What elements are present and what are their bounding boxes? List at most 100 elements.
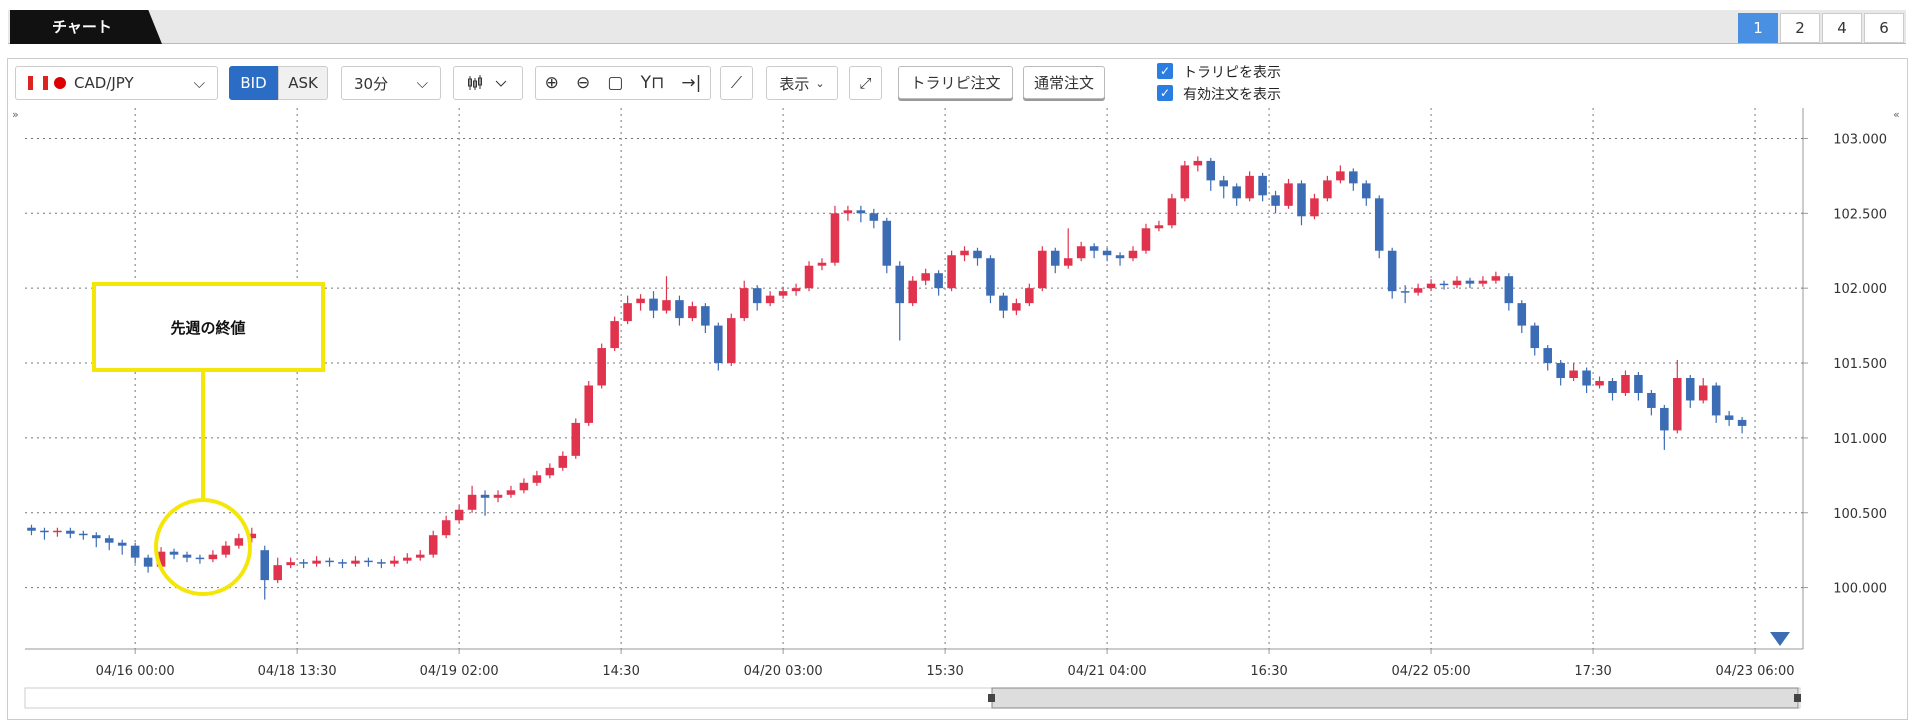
candle-body	[79, 533, 88, 536]
indicator-button[interactable]: ⟋	[720, 66, 753, 100]
fit[interactable]: ▢	[607, 73, 624, 93]
scroll-grip[interactable]	[1794, 694, 1801, 702]
tab[interactable]: チャート	[10, 10, 162, 44]
candle-body	[1543, 348, 1552, 364]
candle-body	[1076, 246, 1086, 259]
candle-body	[441, 520, 451, 536]
trap-order-button[interactable]: トラリピ注文	[898, 66, 1013, 99]
interval: 30分	[354, 74, 389, 93]
candle-body	[1038, 250, 1047, 289]
candle-body	[104, 538, 114, 543]
page-button[interactable]: 6	[1864, 13, 1904, 43]
tab-bar	[8, 10, 1906, 44]
collapse-left[interactable]: »	[12, 108, 19, 121]
interval-select[interactable]: 30分 ⌵	[341, 66, 441, 100]
candle-body	[351, 560, 360, 564]
x-tick-label: 04/16 00:00	[96, 664, 175, 679]
candle-body	[156, 551, 166, 567]
candle-body	[27, 527, 36, 531]
symbol-select[interactable]: CAD/JPY ⌵	[15, 66, 218, 100]
x-tick-label: 04/20 03:00	[744, 664, 823, 679]
chart-type-select[interactable]	[453, 66, 523, 100]
y-fix[interactable]: Y⊓	[640, 73, 665, 93]
candle-body	[1128, 250, 1138, 259]
candle-body	[273, 565, 282, 581]
candle-body	[1297, 183, 1306, 217]
candle-body	[558, 455, 568, 468]
candle-body	[1685, 378, 1695, 401]
candle-body	[1621, 375, 1630, 393]
normal-order-button[interactable]: 通常注文	[1023, 66, 1105, 99]
x-tick-label: 04/22 05:00	[1392, 664, 1471, 679]
zoom-in[interactable]: ⊕	[544, 73, 559, 93]
chart-panel	[7, 58, 1908, 720]
candle-body	[312, 560, 321, 564]
candle-body	[1361, 183, 1371, 199]
candle-body	[1180, 165, 1190, 199]
candle-body	[791, 288, 801, 292]
candle-body	[1271, 195, 1280, 206]
candle-body	[1737, 419, 1747, 426]
candle-body	[947, 255, 956, 289]
zoom-out[interactable]: ⊖	[575, 73, 591, 93]
chevron: ⌵	[193, 74, 205, 92]
candle-body	[1465, 280, 1475, 284]
candle-body	[66, 530, 75, 534]
latest[interactable]: →|	[681, 73, 702, 93]
candle-body	[1050, 250, 1060, 266]
checkbox[interactable]: ✓	[1157, 85, 1173, 101]
candle-body	[182, 554, 192, 558]
candle-body	[1569, 370, 1578, 379]
candle-body	[1102, 250, 1112, 256]
candle-body	[428, 535, 438, 555]
candle-body	[1115, 255, 1125, 259]
candle-body	[1491, 276, 1501, 281]
candles	[27, 156, 1747, 600]
candle-body	[934, 273, 943, 289]
scroll-handle[interactable]	[991, 687, 1799, 709]
candle-body	[1517, 303, 1527, 326]
candle-body	[1154, 225, 1164, 229]
candle-body	[1141, 228, 1151, 251]
candle-body	[714, 325, 723, 364]
checkbox-label: トラリピを表示	[1183, 65, 1281, 81]
page-button[interactable]: 4	[1822, 13, 1862, 43]
candle-body	[208, 554, 218, 560]
collapse-right[interactable]: «	[1893, 108, 1900, 121]
candle-body	[1660, 407, 1669, 431]
page-button[interactable]: 2	[1780, 13, 1820, 43]
scroll-latest[interactable]	[1770, 632, 1790, 646]
candle-body	[597, 348, 606, 386]
candle-body	[662, 300, 671, 311]
candle-body	[726, 318, 736, 364]
candle-body	[1258, 175, 1267, 196]
candle-body	[1530, 325, 1540, 349]
checkbox-label: 有効注文を表示	[1183, 87, 1281, 103]
candle-body	[169, 551, 179, 555]
display-select[interactable]: 表示 ⌄	[766, 66, 838, 100]
candle-body	[1400, 291, 1410, 293]
candle-body	[882, 220, 892, 266]
checkbox[interactable]: ✓	[1157, 63, 1173, 79]
candle-body	[415, 554, 425, 558]
candle-body	[1025, 288, 1034, 304]
expand-button[interactable]: ⤢	[849, 66, 882, 100]
page-button[interactable]: 1	[1738, 13, 1778, 43]
candle-body	[1582, 370, 1591, 386]
candle-body	[1595, 380, 1604, 386]
bid-button[interactable]: BID	[229, 66, 278, 100]
zoom-tools: ⊕ ⊖ ▢ Y⊓ →|	[535, 66, 711, 100]
candle-body	[1452, 280, 1462, 286]
candle-body	[999, 295, 1008, 311]
ask-button[interactable]: ASK	[278, 66, 328, 100]
candle-body	[1439, 283, 1449, 286]
scroll-grip[interactable]	[988, 694, 995, 702]
candle-body	[1167, 198, 1177, 226]
candle-body	[286, 562, 295, 566]
candle-body	[364, 560, 373, 563]
candle-body	[739, 288, 749, 319]
annotation-circle	[154, 498, 252, 596]
candle-body	[636, 298, 645, 304]
